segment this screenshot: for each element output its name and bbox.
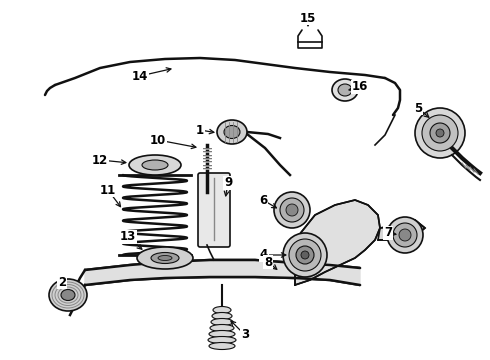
Text: 2: 2 [58,275,66,288]
Ellipse shape [158,256,172,261]
Text: 8: 8 [264,256,272,269]
Text: 3: 3 [241,328,249,342]
Polygon shape [378,220,425,240]
Ellipse shape [280,198,304,222]
Ellipse shape [436,129,444,137]
Ellipse shape [217,120,247,144]
Ellipse shape [211,319,233,325]
Ellipse shape [283,233,327,277]
Ellipse shape [151,252,179,264]
Text: 4: 4 [260,248,268,261]
Ellipse shape [49,279,87,311]
Ellipse shape [142,160,168,170]
Ellipse shape [274,192,310,228]
Ellipse shape [301,251,309,259]
Ellipse shape [137,247,193,269]
Text: 12: 12 [92,153,108,166]
Ellipse shape [209,342,235,350]
Ellipse shape [338,84,352,96]
Ellipse shape [209,330,235,338]
Text: 11: 11 [100,184,116,197]
Text: 13: 13 [120,230,136,243]
Text: 16: 16 [352,81,368,94]
Ellipse shape [61,289,75,301]
Ellipse shape [296,246,314,264]
Ellipse shape [286,204,298,216]
FancyBboxPatch shape [198,173,230,247]
Ellipse shape [213,306,231,314]
Polygon shape [85,260,360,285]
Text: 7: 7 [384,226,392,239]
Ellipse shape [224,126,240,139]
Ellipse shape [208,337,236,343]
Text: 15: 15 [300,12,316,24]
Polygon shape [295,200,380,285]
Ellipse shape [430,123,450,143]
Text: 10: 10 [150,134,166,147]
Text: 14: 14 [132,69,148,82]
Text: 6: 6 [259,194,267,207]
Ellipse shape [422,115,458,151]
Ellipse shape [332,79,358,101]
Ellipse shape [210,324,234,332]
Ellipse shape [393,223,417,247]
Text: 9: 9 [224,176,232,189]
Ellipse shape [399,229,411,241]
Ellipse shape [387,217,423,253]
Ellipse shape [129,155,181,175]
Ellipse shape [289,239,321,271]
Text: 1: 1 [196,123,204,136]
Ellipse shape [415,108,465,158]
Text: 5: 5 [414,102,422,114]
Ellipse shape [212,312,232,320]
